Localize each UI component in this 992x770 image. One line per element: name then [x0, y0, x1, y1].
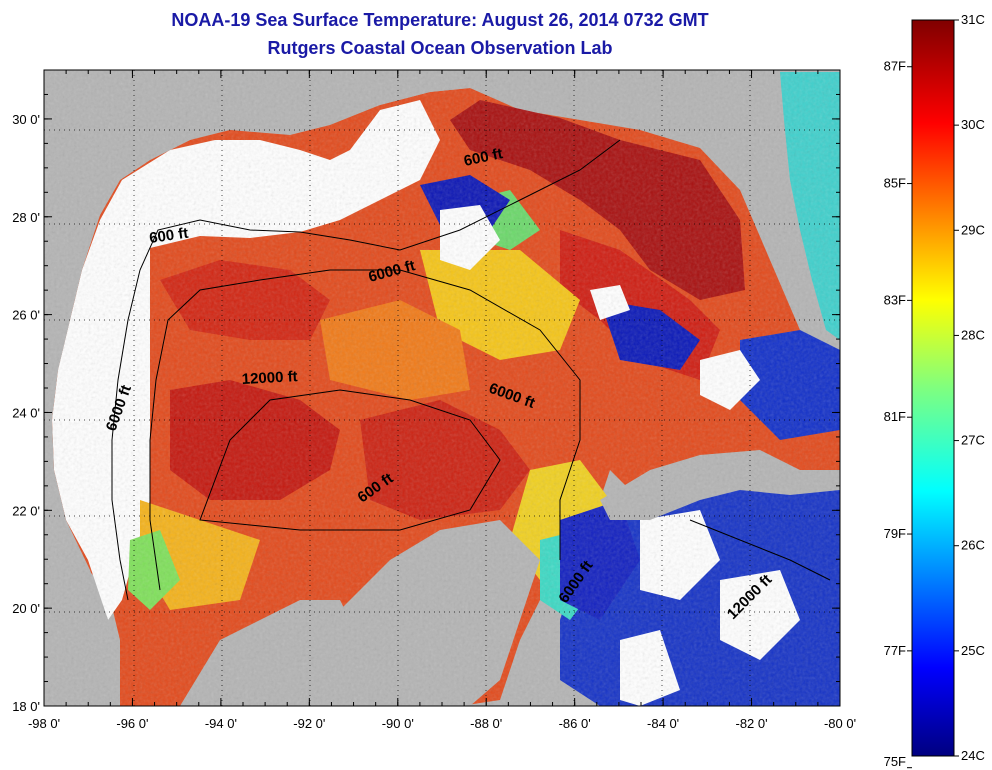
texture-grain	[44, 70, 840, 706]
lat-tick-label: 28 0'	[12, 210, 40, 225]
lon-tick-label: -90 0'	[382, 716, 414, 731]
map-content: 600 ft 600 ft 6000 ft 12000 ft 6000 ft 6…	[44, 70, 840, 706]
colorbar-f-label: 83F	[884, 292, 906, 307]
colorbar-c-label: 29C	[961, 222, 985, 237]
colorbar-c-label: 24C	[961, 748, 985, 763]
lat-tick-label: 22 0'	[12, 503, 40, 518]
colorbar-c-label: 31C	[961, 12, 985, 27]
lat-tick-label: 24 0'	[12, 405, 40, 420]
colorbar-f-label: 85F	[884, 176, 906, 191]
colorbar-f-label: 87F	[884, 59, 906, 74]
lon-tick-label: -80 0'	[824, 716, 856, 731]
lat-tick-label: 18 0'	[12, 699, 40, 714]
lat-tick-label: 30 0'	[12, 112, 40, 127]
lon-tick-label: -82 0'	[735, 716, 767, 731]
lon-tick-label: -94 0'	[205, 716, 237, 731]
colorbar-f-label: 77F	[884, 643, 906, 658]
lat-tick-label: 20 0'	[12, 601, 40, 616]
colorbar-c-label: 27C	[961, 433, 985, 448]
colorbar-c-label: 30C	[961, 117, 985, 132]
lon-tick-label: -98 0'	[28, 716, 60, 731]
colorbar-c-label: 26C	[961, 538, 985, 553]
colorbar	[911, 19, 955, 757]
colorbar-c-label: 25C	[961, 643, 985, 658]
colorbar-f-label: 81F	[884, 409, 906, 424]
lat-tick-label: 26 0'	[12, 308, 40, 323]
lon-tick-label: -96 0'	[116, 716, 148, 731]
contour-600ft-west	[111, 139, 621, 601]
contour-label-1: 600 ft	[148, 225, 189, 247]
lon-tick-label: -84 0'	[647, 716, 679, 731]
map-subtitle: Rutgers Coastal Ocean Observation Lab	[267, 38, 613, 58]
lon-tick-label: -88 0'	[470, 716, 502, 731]
colorbar-f-label: 79F	[884, 526, 906, 541]
colorbar-fahrenheit-labels: 87F 85F 83F 81F 79F 77F 75F	[884, 59, 912, 769]
colorbar-f-label: 75F	[884, 754, 906, 769]
colorbar-celsius-labels: 31C 30C 29C 28C 27C 26C 25C 24C	[954, 12, 985, 763]
contour-label-4: 12000 ft	[241, 368, 298, 388]
longitude-axis: -98 0' -96 0' -94 0' -92 0' -90 0' -88 0' -86 …	[28, 70, 856, 731]
colorbar-c-label: 28C	[961, 327, 985, 342]
contour-caribbean	[689, 519, 831, 581]
map-title: NOAA-19 Sea Surface Temperature: August …	[171, 10, 709, 30]
latitude-axis: 18 0' 20 0' 22 0' 24 0' 26 0' 28 0' 30 0'	[12, 69, 840, 714]
lon-tick-label: -92 0'	[293, 716, 325, 731]
lon-tick-label: -86 0'	[559, 716, 591, 731]
graticule	[44, 70, 840, 706]
